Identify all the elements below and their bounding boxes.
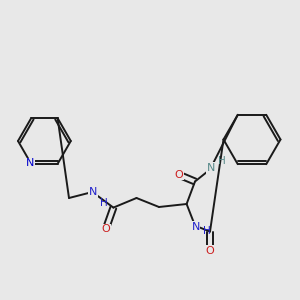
Text: N: N (26, 158, 34, 168)
Text: N: N (89, 187, 97, 197)
Text: H: H (218, 156, 226, 166)
Text: H: H (203, 226, 211, 236)
Text: O: O (174, 169, 183, 180)
Text: H: H (100, 197, 108, 208)
Text: O: O (101, 224, 110, 235)
Text: O: O (206, 245, 214, 256)
Text: N: N (206, 163, 215, 173)
Text: N: N (191, 221, 200, 232)
